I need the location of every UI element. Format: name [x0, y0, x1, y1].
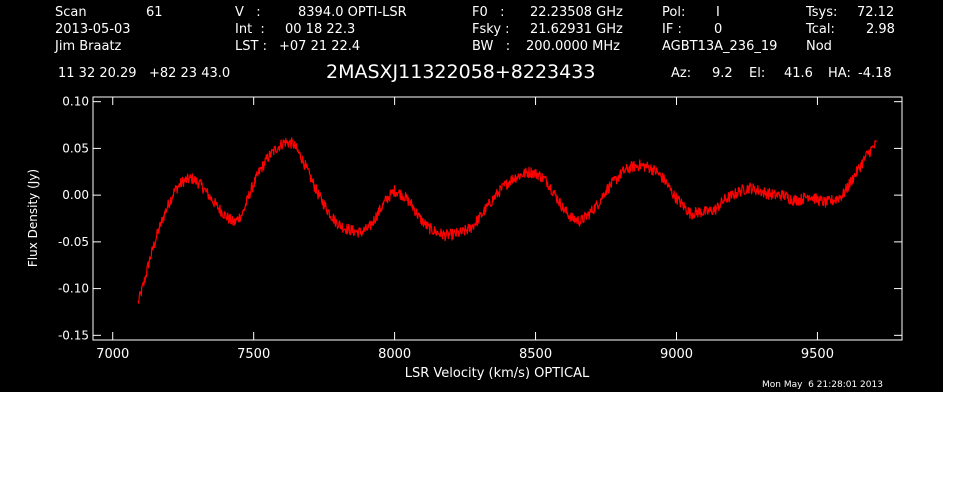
observer-name: Jim Braatz — [55, 39, 122, 54]
plot-frame — [92, 96, 903, 341]
x-tick-label: 8500 — [519, 347, 552, 362]
elevation-value: 41.6 — [784, 66, 813, 81]
bandwidth-value: 200.0000 MHz — [526, 39, 620, 54]
x-tick-label: 7000 — [96, 347, 129, 362]
lst-label: LST : — [235, 39, 267, 54]
f0-value: 22.23508 GHz — [530, 5, 623, 20]
azimuth-label: Az: — [671, 66, 692, 81]
observation-date: 2013-05-03 — [55, 22, 131, 37]
x-tick-label: 7500 — [237, 347, 270, 362]
fsky-value: 21.62931 GHz — [530, 22, 623, 37]
if-value: 0 — [714, 22, 723, 37]
polarization-value: I — [716, 5, 720, 20]
y-tick-label: 0.00 — [62, 188, 89, 202]
x-axis-label: LSR Velocity (km/s) OPTICAL — [405, 366, 590, 381]
elevation-label: El: — [749, 66, 766, 81]
spectrum-chart: 0.10 0.05 0.00 -0.05 -0.10 -0.15 7000 7500 8000… — [26, 95, 903, 381]
y-axis-ticks: 0.10 0.05 0.00 -0.05 -0.10 -0.15 — [58, 95, 902, 342]
velocity-label: V : — [235, 5, 261, 20]
scan-number: 61 — [146, 5, 163, 20]
spectrum-series-line — [137, 137, 878, 304]
tsys-value: 72.12 — [857, 5, 895, 20]
if-label: IF : — [662, 22, 682, 37]
project-id: AGBT13A_236_19 — [662, 39, 778, 54]
y-tick-label: -0.05 — [58, 235, 89, 249]
velocity-value: 8394.0 OPTI-LSR — [298, 5, 407, 20]
y-tick-label: 0.05 — [62, 141, 89, 155]
tsys-label: Tsys: — [806, 5, 838, 20]
switching-mode: Nod — [806, 39, 832, 54]
y-tick-label: -0.15 — [58, 328, 89, 342]
y-axis-label: Flux Density (Jy) — [26, 169, 40, 267]
integration-label: Int : — [235, 22, 265, 37]
x-tick-label: 8000 — [378, 347, 411, 362]
y-tick-label: -0.10 — [58, 282, 89, 296]
y-tick-label: 0.10 — [62, 95, 89, 109]
fsky-label: Fsky : — [472, 22, 510, 37]
bandwidth-label: BW : — [472, 39, 511, 54]
tcal-label: Tcal: — [806, 22, 835, 37]
scan-label: Scan — [55, 5, 87, 20]
hour-angle-label: HA: — [828, 66, 851, 81]
lst-value: +07 21 22.4 — [279, 39, 361, 54]
integration-value: 00 18 22.3 — [285, 22, 356, 37]
source-name: 2MASXJ11322058+8223433 — [326, 61, 596, 83]
azimuth-value: 9.2 — [712, 66, 733, 81]
plot-panel: Scan 61 2013-05-03 Jim Braatz V : 8394.0… — [0, 0, 943, 392]
x-tick-label: 9000 — [660, 347, 693, 362]
x-tick-label: 9500 — [801, 347, 834, 362]
f0-label: F0 : — [472, 5, 505, 20]
x-axis-ticks: 7000 7500 8000 8500 9000 9500 — [96, 97, 834, 362]
plot-timestamp: Mon May 6 21:28:01 2013 — [762, 380, 883, 390]
polarization-label: Pol: — [662, 5, 686, 20]
tcal-value: 2.98 — [866, 22, 895, 37]
hour-angle-value: -4.18 — [858, 66, 892, 81]
ra-dec-coordinates: 11 32 20.29 +82 23 43.0 — [58, 66, 231, 81]
